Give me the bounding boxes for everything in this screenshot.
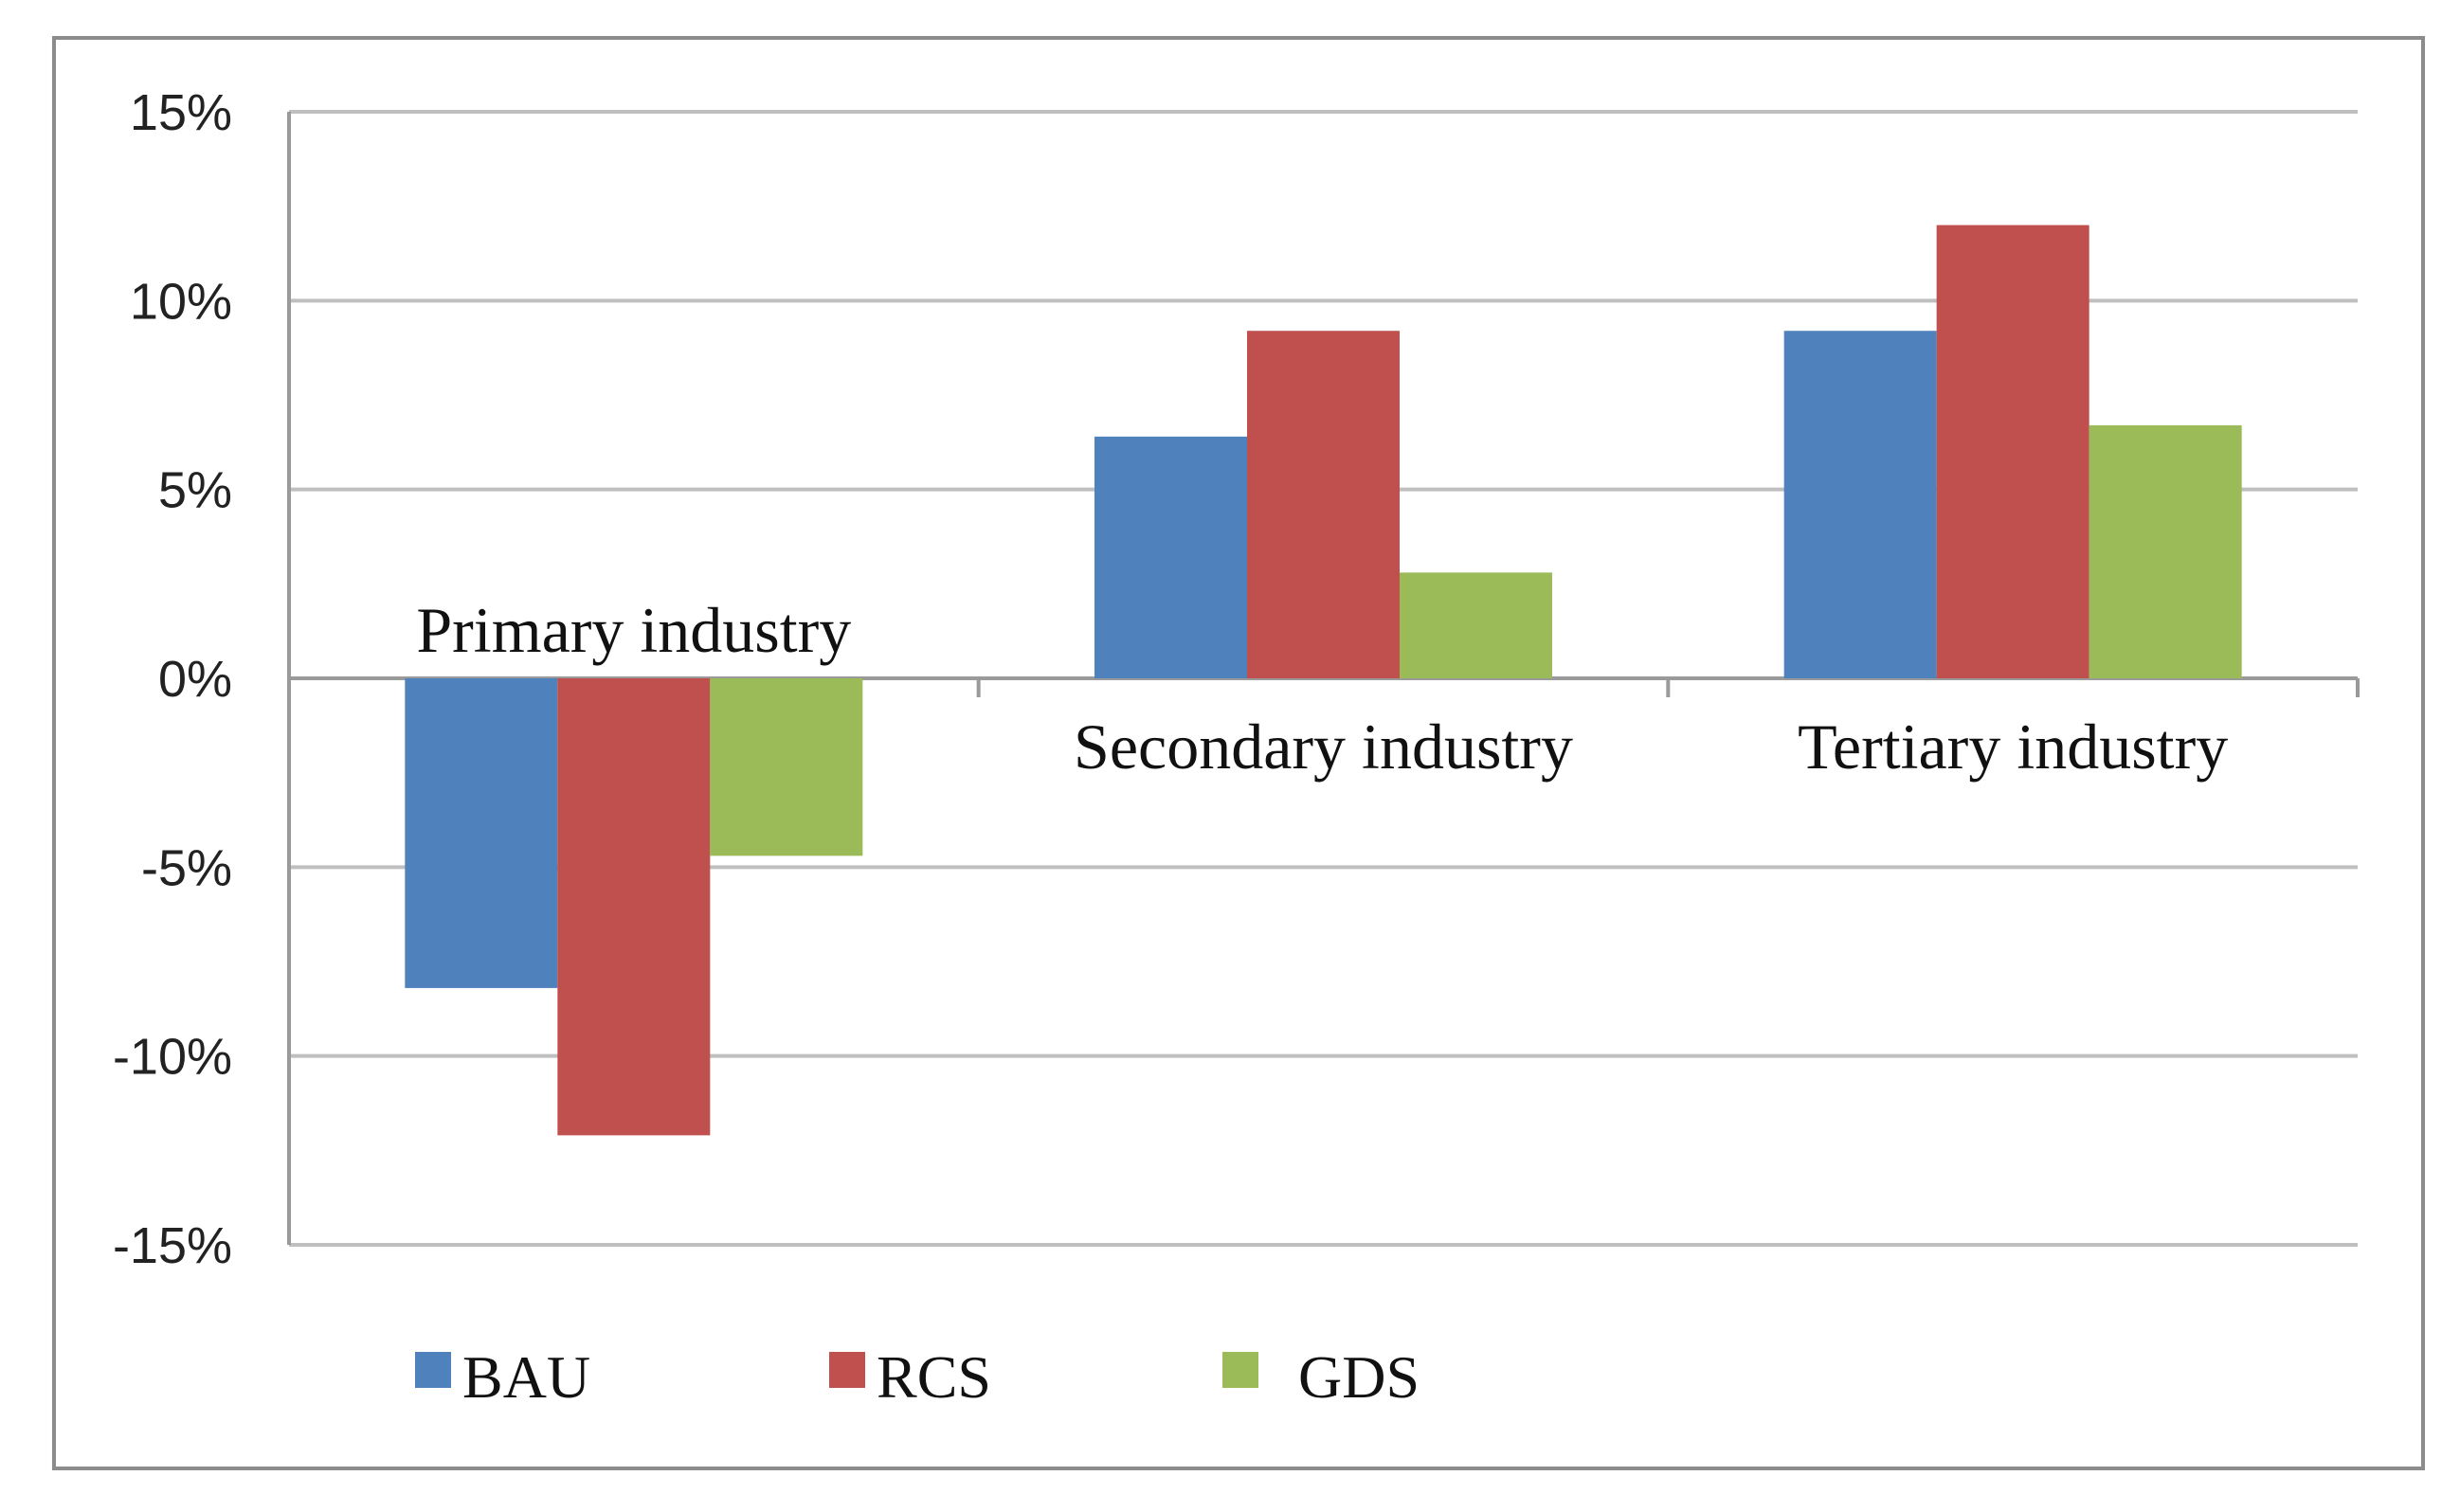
y-tick-label: 15% [130,84,232,141]
bar-bau-2 [1094,436,1247,678]
category-label: Primary industry [416,594,851,666]
bar-gds-3 [2089,424,2242,678]
bar-bau-3 [1783,331,1937,678]
bar-rcs-1 [557,678,711,1136]
y-tick-label: 5% [158,462,232,519]
bars [405,225,2242,1136]
legend-label-rcs: RCS [877,1343,991,1411]
y-tick-label: -5% [141,839,232,896]
bar-rcs-3 [1936,225,2089,678]
y-tick-label: 0% [158,651,232,708]
legend: BAU RCS GDS [415,1343,1420,1411]
legend-swatch-gds [1222,1352,1258,1388]
bar-rcs-2 [1247,331,1400,678]
legend-swatch-rcs [829,1352,865,1388]
legend-label-gds: GDS [1298,1343,1420,1411]
labels: 15% 10% 5% 0% -5% -10% -15% Primary industry Sec… [113,84,2228,1274]
y-tick-label: -15% [113,1217,232,1274]
category-label: Secondary industry [1074,711,1573,783]
legend-label-bau: BAU [462,1343,590,1411]
legend-swatch-bau [415,1352,451,1388]
category-label: Tertiary industry [1798,711,2228,783]
bar-bau-1 [405,678,558,988]
y-tick-label: 10% [130,273,232,330]
bar-gds-1 [710,678,863,856]
y-tick-label: -10% [113,1029,232,1086]
bar-gds-2 [1400,572,1552,678]
